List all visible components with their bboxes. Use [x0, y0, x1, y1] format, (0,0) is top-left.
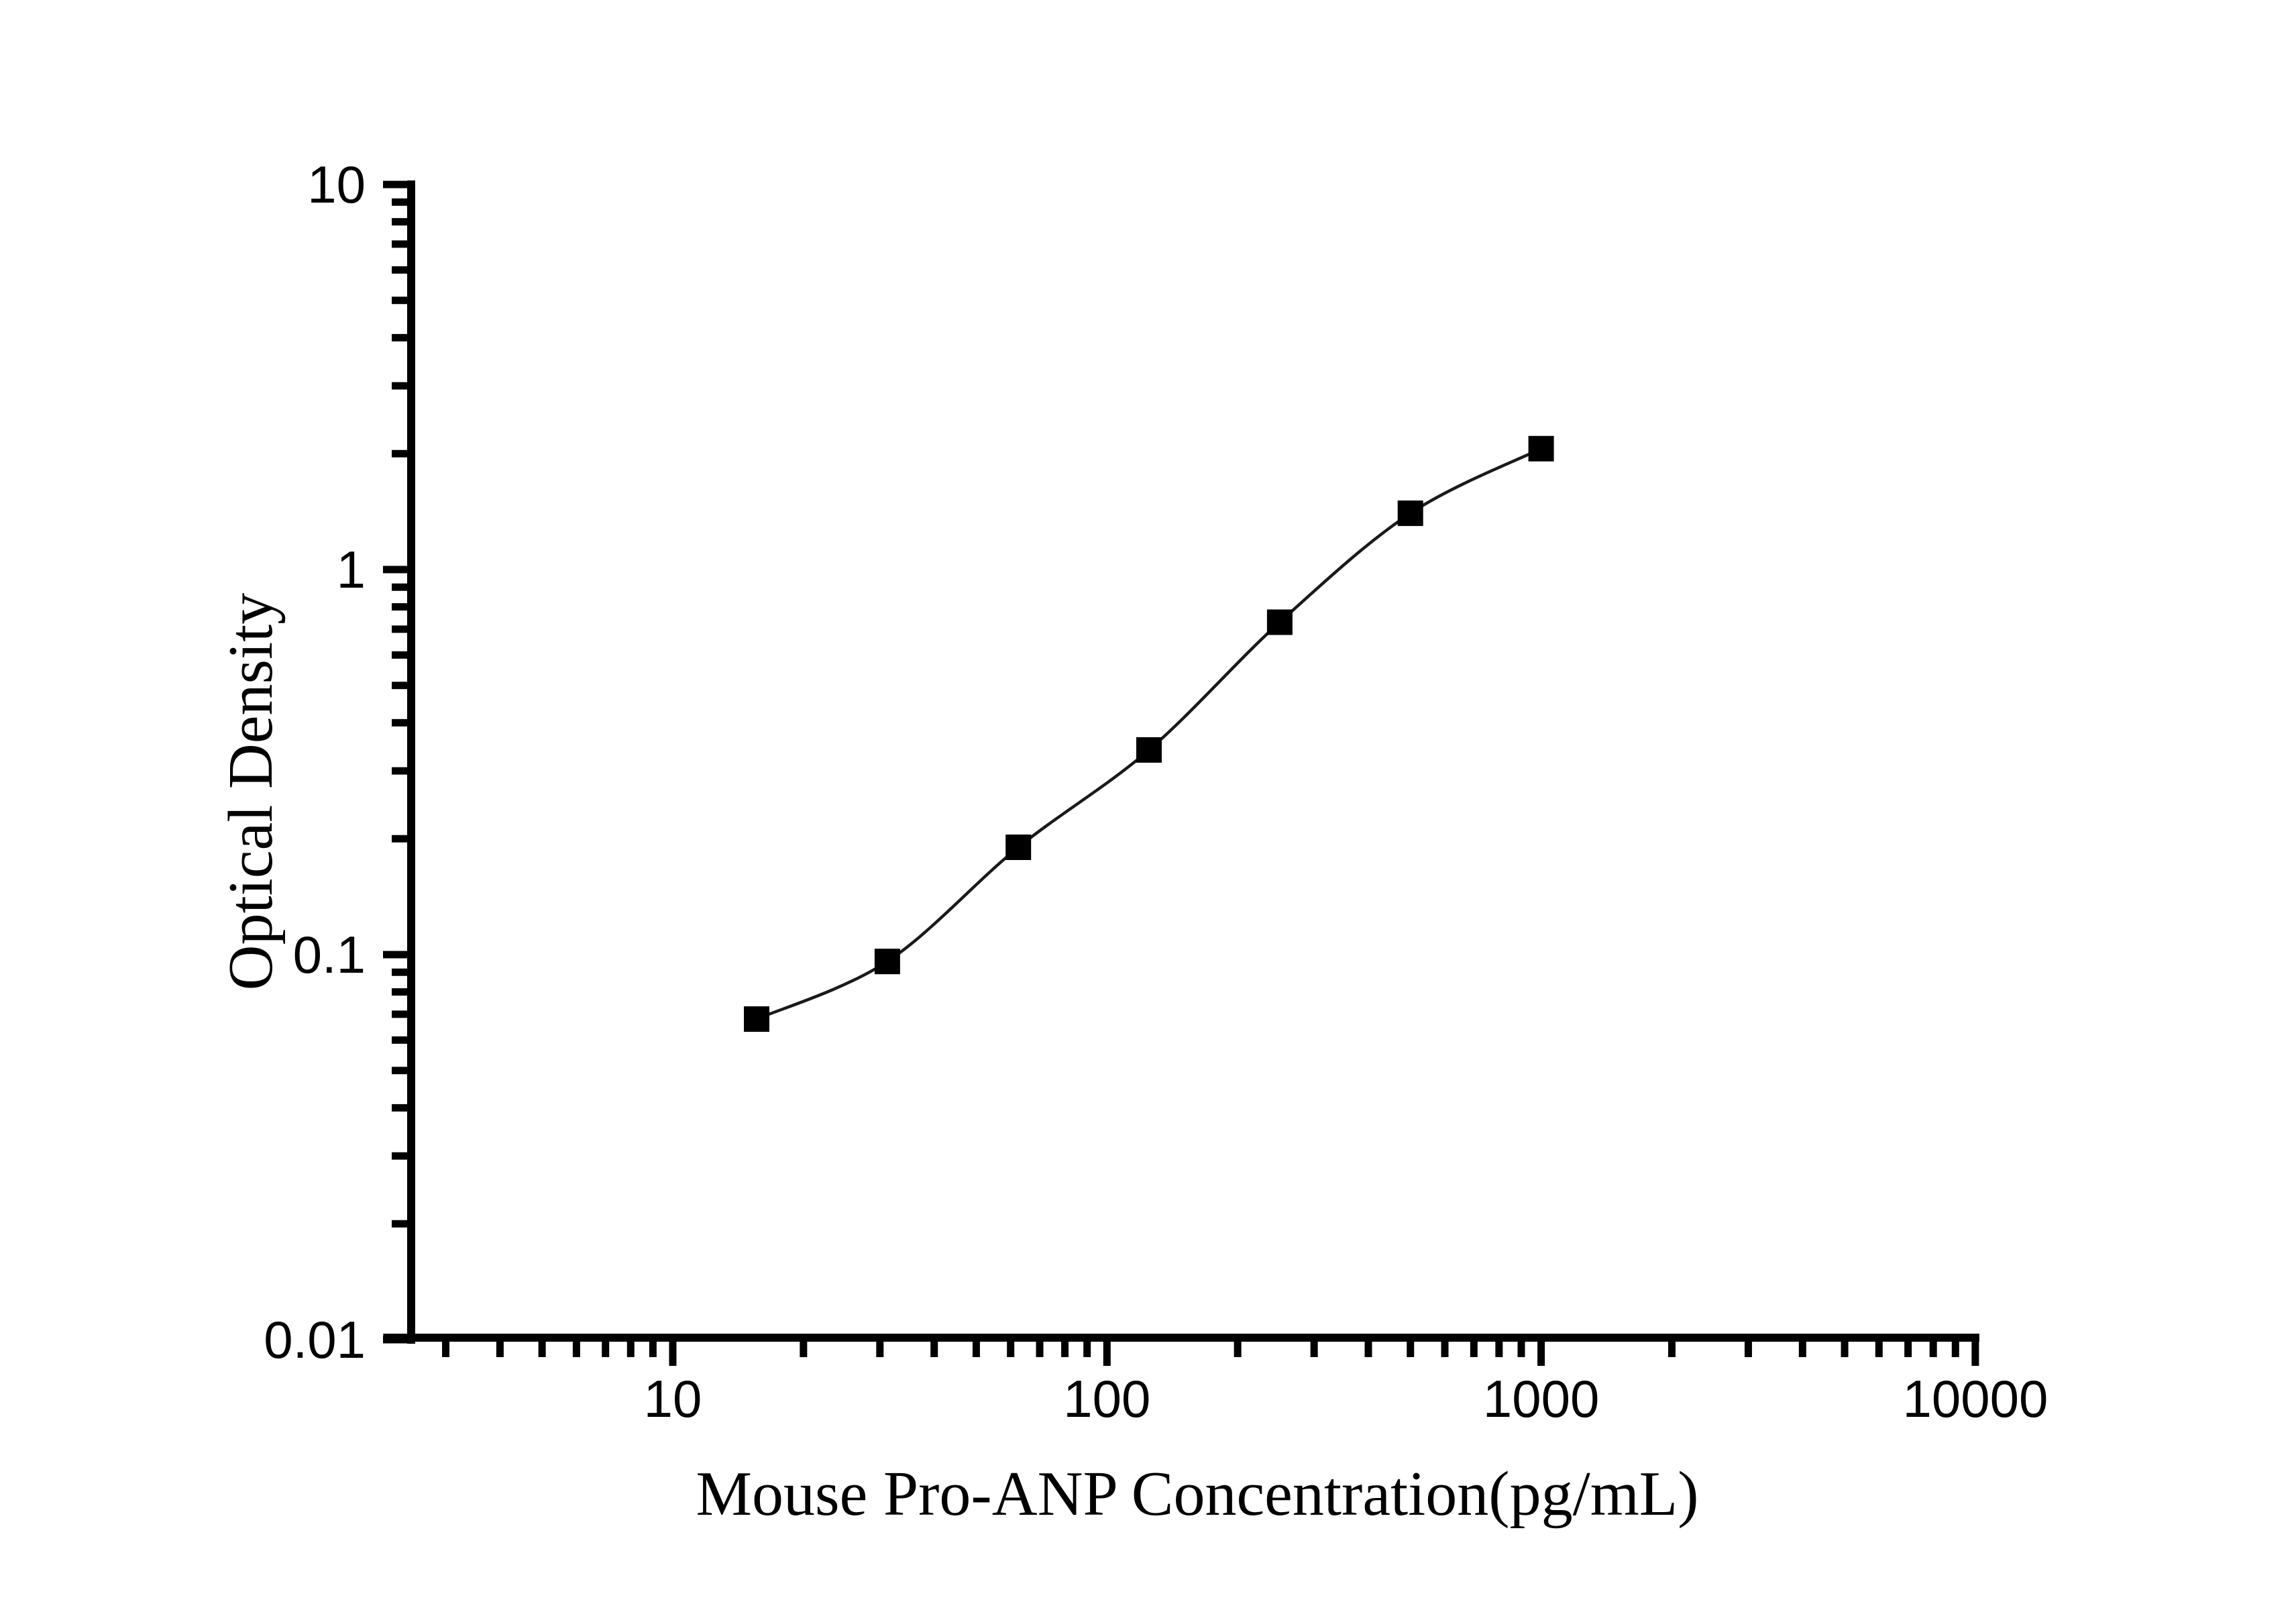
y-tick-label: 0.01 — [264, 1310, 366, 1369]
y-tick-label: 0.1 — [293, 925, 366, 984]
data-point-marker — [1005, 835, 1032, 860]
x-axis: 10 100 1000 10000 — [383, 1334, 2048, 1428]
data-point-marker — [1266, 609, 1293, 635]
y-axis-title: Optical Density — [216, 593, 286, 991]
data-point-marker — [1397, 500, 1423, 527]
y-tick-label: 1 — [337, 540, 366, 599]
data-point-marker — [1136, 737, 1162, 763]
data-point-marker — [1528, 435, 1554, 462]
data-point-marker — [744, 1006, 769, 1032]
x-tick-label: 10 — [644, 1369, 702, 1428]
x-axis-title: Mouse Pro-ANP Concentration(pg/mL) — [696, 1459, 1698, 1529]
y-tick-label: 10 — [307, 155, 366, 214]
y-axis: 0.01 0.1 1 10 — [264, 155, 415, 1369]
x-tick-label: 1000 — [1483, 1369, 1600, 1428]
x-tick-label: 10000 — [1902, 1369, 2048, 1428]
data-points — [744, 435, 1554, 1032]
data-point-marker — [874, 949, 900, 975]
x-tick-label: 100 — [1063, 1369, 1150, 1428]
